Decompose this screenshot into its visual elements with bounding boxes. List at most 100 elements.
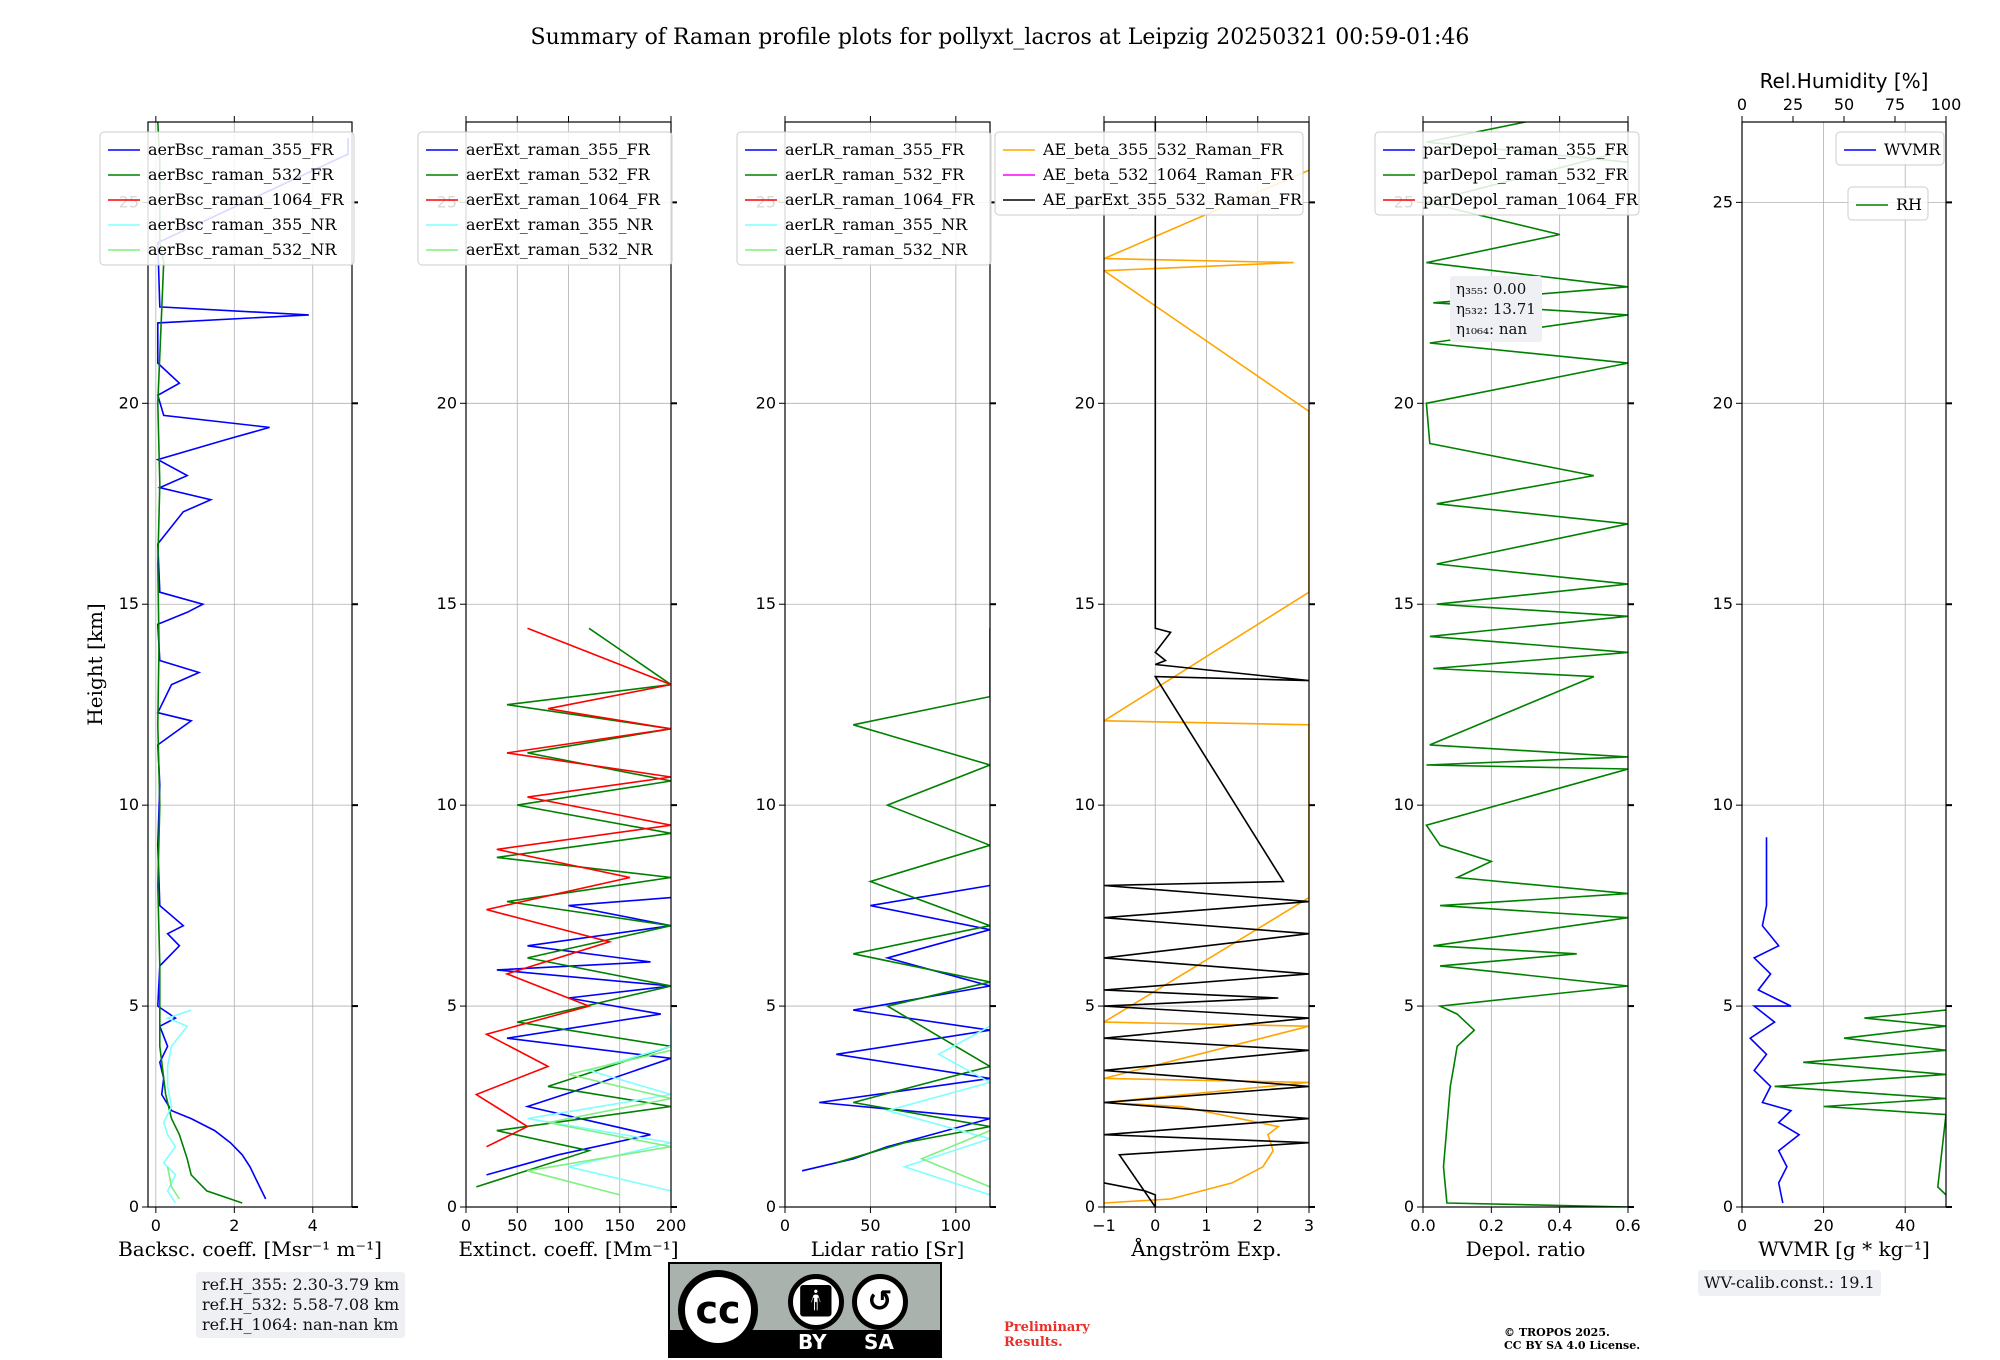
legend-rh: RH xyxy=(1847,186,1929,221)
legend-frame xyxy=(994,131,1304,216)
series-aerExt_raman_1064_FR xyxy=(474,627,671,1148)
y-tick-label-3: 15 xyxy=(1075,594,1095,613)
x-axis-label: Ångström Exp. xyxy=(1130,1236,1281,1261)
x-tick-label-2: 1 xyxy=(1201,1216,1211,1235)
series-aerBsc_raman_355_NR xyxy=(162,1009,192,1204)
legend: AE_beta_355_532_Raman_FR AE_beta_532_1064… xyxy=(994,131,1304,216)
series-group xyxy=(801,628,990,1196)
x-axis-label: Extinct. coeff. [Mm⁻¹] xyxy=(458,1237,678,1261)
axes-frame xyxy=(1741,121,1947,1208)
legend-entry-0: parDepol_raman_355_FR xyxy=(1423,140,1629,159)
x-tick-label-4: 200 xyxy=(656,1216,687,1235)
series-aerLR_raman_355_NR xyxy=(884,1025,990,1196)
legend-entry-0: aerExt_raman_355_FR xyxy=(466,140,651,159)
legend-entry-1: AE_beta_532_1064_Raman_FR xyxy=(1042,165,1294,184)
legend-entry-4: aerBsc_raman_532_NR xyxy=(148,240,337,259)
x-tick-label-1: 50 xyxy=(507,1216,527,1235)
y-tick-label-4: 20 xyxy=(1075,393,1095,412)
y-tick-label-0: 0 xyxy=(1723,1197,1733,1216)
cc-by-person-icon: 🚹︎ xyxy=(788,1274,844,1330)
legend-frame xyxy=(99,131,355,266)
panel-lr: 0501000510152025Lidar ratio [Sr]aerLR_ra… xyxy=(736,116,996,1261)
panel-wv: 0 20 40 0 5 10 15 20 25 WVMR [g * kg⁻¹] 0 25 50 75 100… xyxy=(1713,69,1962,1261)
eta-532: η₅₃₂: 13.71 xyxy=(1456,300,1536,318)
legend-entry-2: parDepol_raman_1064_FR xyxy=(1423,190,1639,209)
top-x-tick-label-0: 0 xyxy=(1737,95,1747,114)
ref-h-532: ref.H_532: 5.58-7.08 km xyxy=(202,1295,400,1314)
x-axis-label: WVMR [g * kg⁻¹] xyxy=(1758,1237,1930,1261)
y-tick-label-1: 5 xyxy=(447,996,457,1015)
legend: aerBsc_raman_355_FR aerBsc_raman_532_FRae… xyxy=(99,131,355,266)
series-AE_beta_355_532_Raman_FR xyxy=(1104,169,1309,1204)
x-tick-label-0: 0 xyxy=(780,1216,790,1235)
y-tick-label-2: 10 xyxy=(1713,795,1733,814)
panel-depol: 0.00.20.40.60510152025Depol. ratioparDep… xyxy=(1374,116,1641,1261)
cc-logo-icon: cc xyxy=(678,1270,758,1350)
y-tick-label-1: 5 xyxy=(1723,996,1733,1015)
y-tick-label-4: 20 xyxy=(1394,393,1414,412)
series-AE_parExt_355_532_Raman_FR xyxy=(1104,122,1309,1207)
legend-entry-0: WVMR xyxy=(1884,140,1941,159)
y-tick-label-2: 10 xyxy=(1075,795,1095,814)
axes-frame xyxy=(784,121,991,1208)
panel-ext: 0501001502000510152025Extinct. coeff. [M… xyxy=(417,116,687,1261)
preliminary-results-note: Preliminary Results. xyxy=(1004,1320,1090,1350)
cc-sa-share-alike-icon: ↺ xyxy=(852,1274,908,1330)
x-tick-label-1: 0 xyxy=(1150,1216,1160,1235)
panel-bsc: 0240510152025Backsc. coeff. [Msr⁻¹ m⁻¹]H… xyxy=(83,116,382,1261)
y-tick-label-0: 0 xyxy=(1085,1197,1095,1216)
panel-ae: −101230510152025Ångström Exp.AE_beta_355… xyxy=(994,116,1315,1261)
figure-title: Summary of Raman profile plots for polly… xyxy=(531,25,1470,50)
legend-entry-1: aerExt_raman_532_FR xyxy=(466,165,651,184)
y-tick-label-4: 20 xyxy=(437,393,457,412)
legend-entry-0: aerLR_raman_355_FR xyxy=(785,140,965,159)
x-tick-label-2: 100 xyxy=(941,1216,972,1235)
top-axis-label: Rel.Humidity [%] xyxy=(1760,69,1929,93)
ref-h-355: ref.H_355: 2.30-3.79 km xyxy=(202,1275,400,1294)
y-tick-label-2: 10 xyxy=(119,795,139,814)
top-x-tick-label-3: 75 xyxy=(1885,95,1905,114)
top-x-tick-label-4: 100 xyxy=(1931,95,1962,114)
legend-entry-3: aerBsc_raman_355_NR xyxy=(148,215,337,234)
series-aerExt_raman_532_NR xyxy=(527,1049,671,1196)
legend: parDepol_raman_355_FR parDepol_raman_532_… xyxy=(1374,131,1640,216)
series-aerExt_raman_355_NR xyxy=(527,1026,671,1192)
series-aerBsc_raman_532_NR xyxy=(166,1166,181,1200)
y-tick-label-5: 25 xyxy=(1713,192,1733,211)
legend-entry-3: aerLR_raman_355_NR xyxy=(785,215,968,234)
axes-frame xyxy=(1422,121,1629,1208)
copyright-line-1: © TROPOS 2025. xyxy=(1504,1326,1610,1339)
series-aerLR_raman_532_NR xyxy=(919,1129,990,1188)
legend: aerExt_raman_355_FR aerExt_raman_532_FRae… xyxy=(417,131,673,266)
y-axis-label: Height [km] xyxy=(83,603,107,725)
y-tick-label-1: 5 xyxy=(1085,996,1095,1015)
x-tick-label-2: 4 xyxy=(308,1216,318,1235)
y-tick-label-0: 0 xyxy=(447,1197,457,1216)
legend-frame xyxy=(1847,186,1929,221)
legend-entry-1: aerBsc_raman_532_FR xyxy=(148,165,334,184)
x-tick-label-1: 2 xyxy=(229,1216,239,1235)
axes-frame xyxy=(147,121,353,1208)
series-aerBsc_raman_355_FR xyxy=(155,138,349,1200)
y-tick-label-3: 15 xyxy=(1713,594,1733,613)
legend-entry-2: aerBsc_raman_1064_FR xyxy=(148,190,345,209)
wv-calib-const: WV-calib.const.: 19.1 xyxy=(1704,1273,1875,1292)
y-tick-label-3: 15 xyxy=(1394,594,1414,613)
series-group xyxy=(1104,122,1309,1207)
legend-entry-3: aerExt_raman_355_NR xyxy=(466,215,654,234)
eta-box: η₃₅₅: 0.00 η₅₃₂: 13.71 η₁₀₆₄: nan xyxy=(1450,276,1542,342)
x-tick-label-0: −1 xyxy=(1092,1216,1116,1235)
x-tick-label-0: 0.0 xyxy=(1410,1216,1435,1235)
eta-355: η₃₅₅: 0.00 xyxy=(1456,280,1527,298)
series-RH xyxy=(1774,1009,1946,1196)
x-tick-label-2: 100 xyxy=(553,1216,584,1235)
series-aerLR_raman_532_FR xyxy=(836,628,990,1164)
copyright-note: © TROPOS 2025. CC BY SA 4.0 License. xyxy=(1504,1326,1640,1352)
legend-entry-2: AE_parExt_355_532_Raman_FR xyxy=(1042,190,1303,209)
legend-entry-2: aerExt_raman_1064_FR xyxy=(466,190,661,209)
legend-frame xyxy=(417,131,673,266)
x-tick-label-3: 2 xyxy=(1253,1216,1263,1235)
cc-by-label: BY xyxy=(798,1330,827,1354)
y-tick-label-2: 10 xyxy=(1394,795,1414,814)
